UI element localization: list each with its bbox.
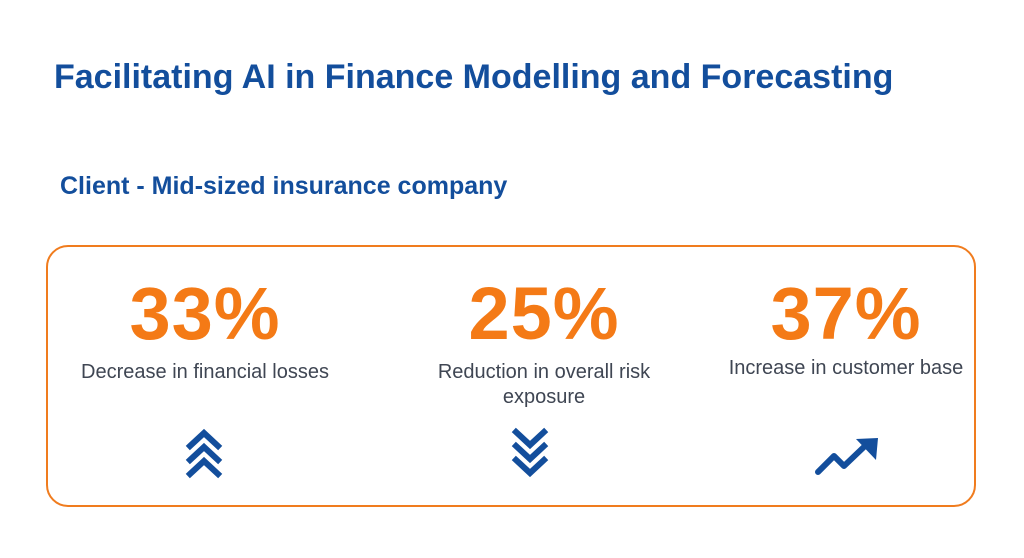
trend-up-icon [812, 436, 882, 478]
stat-value: 33% [129, 272, 281, 355]
stat-financial-losses: 33% Decrease in financial losses [65, 272, 345, 385]
stat-value: 25% [468, 272, 620, 355]
double-chevron-down-icon [510, 426, 550, 480]
stat-label: Increase in customer base [728, 357, 964, 379]
page-title: Facilitating AI in Finance Modelling and… [54, 58, 894, 96]
stat-value: 37% [770, 272, 922, 355]
stat-label: Reduction in overall risk exposure [437, 361, 651, 408]
client-subtitle: Client - Mid-sized insurance company [60, 172, 508, 200]
stats-card [46, 245, 976, 507]
stat-customer-base: 37% Increase in customer base [706, 272, 986, 381]
stat-label: Decrease in financial losses [81, 361, 329, 383]
stat-risk-exposure: 25% Reduction in overall risk exposure [404, 272, 684, 410]
double-chevron-up-icon [184, 426, 224, 480]
